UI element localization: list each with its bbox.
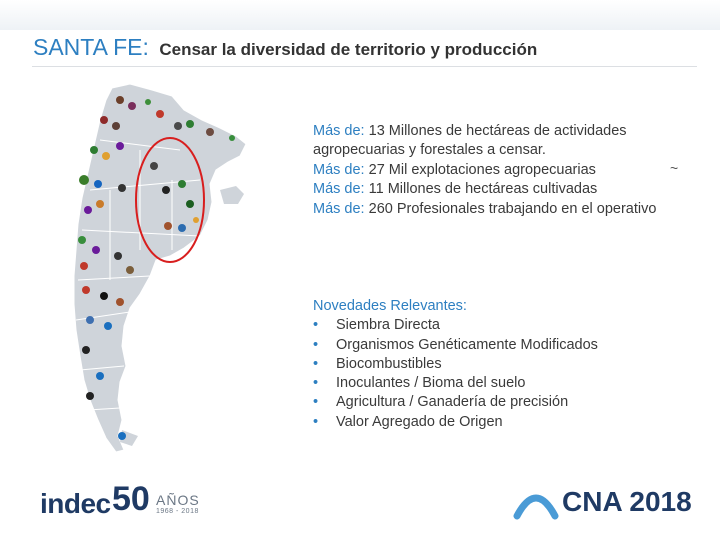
stat-label: Más de:	[313, 181, 365, 198]
bullet: •	[313, 375, 319, 392]
novedades-heading: Novedades Relevantes:	[313, 298, 467, 314]
cna-logo-text: CNA 2018	[562, 486, 692, 517]
list-item: • Biocombustibles	[313, 355, 598, 374]
novedades-list: • Siembra Directa • Organismos Genéticamen…	[313, 316, 598, 432]
cna-arc-icon	[513, 494, 559, 520]
indec-logo-text: indec	[40, 488, 111, 519]
argentina-map	[60, 80, 270, 460]
list-item-text: Biocombustibles	[336, 355, 442, 372]
bullet: •	[313, 336, 319, 353]
stat-line-1: Más de: 13 Millones de hectáreas de acti…	[313, 122, 693, 161]
bullet: •	[313, 394, 319, 411]
santa-fe-highlight-circle	[135, 137, 205, 263]
map-islands	[220, 186, 244, 204]
list-item: • Agricultura / Ganadería de precisión	[313, 393, 598, 412]
top-gradient-bar	[0, 0, 720, 30]
bullet: •	[313, 355, 319, 372]
anos-label: AÑOS	[156, 492, 200, 508]
title-main: SANTA FE:	[33, 34, 149, 60]
list-item: • Siembra Directa	[313, 316, 598, 335]
list-item-text: Agricultura / Ganadería de precisión	[336, 394, 569, 411]
stat-line-2: Más de: 27 Mil explotaciones agropecuari…	[313, 161, 693, 180]
product-icons	[78, 96, 235, 440]
list-item: • Valor Agregado de Origen	[313, 413, 598, 432]
footer: indec 50 AÑOS 1968 - 2018 CNA 2018	[0, 470, 720, 540]
title-divider	[32, 66, 697, 67]
list-item: • Inoculantes / Bioma del suelo	[313, 374, 598, 393]
argentina-map-illustration	[73, 83, 247, 453]
list-item-text: Siembra Directa	[336, 317, 440, 334]
stat-text: 27 Mil explotaciones agropecuarias	[368, 161, 596, 178]
map-mainland	[73, 83, 247, 453]
stat-line-4: Más de: 260 Profesionales trabajando en …	[313, 200, 693, 219]
stat-text: 260 Profesionales trabajando en el opera…	[368, 200, 657, 217]
stats-block: Más de: 13 Millones de hectáreas de acti…	[313, 122, 693, 219]
slide-title: SANTA FE: Censar la diversidad de territ…	[33, 34, 537, 61]
stat-text: 11 Millones de hectáreas cultivadas	[368, 181, 598, 198]
bullet: •	[313, 317, 319, 334]
list-item-text: Organismos Genéticamente Modificados	[336, 336, 598, 353]
stat-line-3: Más de: 11 Millones de hectáreas cultiva…	[313, 180, 693, 199]
stat-text: 13 Millones de hectáreas de actividades …	[313, 123, 627, 159]
stray-mark: ~	[670, 160, 679, 176]
bullet: •	[313, 413, 319, 430]
list-item-text: Valor Agregado de Origen	[336, 413, 503, 430]
list-item: • Organismos Genéticamente Modificados	[313, 336, 598, 355]
stat-label: Más de:	[313, 123, 365, 139]
stat-label: Más de:	[313, 161, 365, 178]
stat-label: Más de:	[313, 200, 365, 217]
novedades-block: Novedades Relevantes: • Siembra Directa •…	[313, 297, 598, 432]
fifty-years-logo: 50	[112, 480, 150, 518]
title-subtitle: Censar la diversidad de territorio y pro…	[159, 40, 538, 59]
years-range: 1968 - 2018	[156, 508, 199, 515]
list-item-text: Inoculantes / Bioma del suelo	[336, 375, 526, 392]
